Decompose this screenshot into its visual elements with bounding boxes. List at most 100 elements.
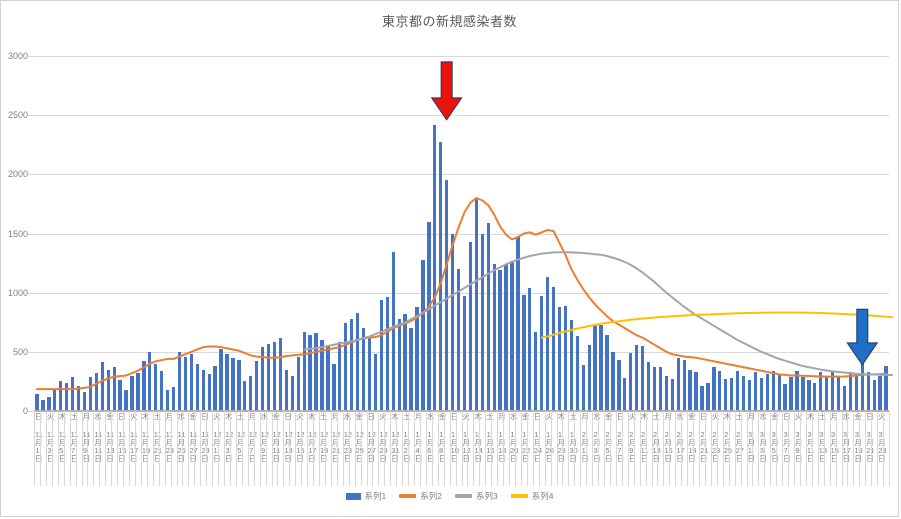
bar[interactable] [504,264,508,411]
bar[interactable] [177,351,182,411]
bar[interactable] [688,369,692,411]
bar[interactable] [522,295,526,411]
bar[interactable] [255,361,259,411]
bar[interactable] [195,363,199,411]
bar[interactable] [290,375,294,411]
bar[interactable] [474,198,478,411]
bar[interactable] [813,382,817,411]
bar[interactable] [367,337,372,411]
bar[interactable] [41,400,45,411]
bar[interactable] [617,360,621,411]
bar[interactable] [53,388,57,411]
bar[interactable] [82,392,87,411]
bar[interactable] [860,361,864,411]
bar[interactable] [836,375,841,411]
bar[interactable] [741,375,746,411]
bar[interactable] [403,313,407,411]
bar[interactable] [88,376,93,411]
bar[interactable] [296,356,300,411]
bar[interactable] [551,286,556,411]
bar[interactable] [231,357,235,411]
bar[interactable] [872,380,876,411]
bar[interactable] [670,379,674,411]
bar[interactable] [510,260,514,411]
bar[interactable] [154,363,158,411]
bar[interactable] [545,277,550,411]
bar[interactable] [118,380,122,411]
bar[interactable] [569,319,573,411]
bar[interactable] [724,379,728,411]
bar[interactable] [581,364,585,411]
bar[interactable] [385,297,389,411]
bar[interactable] [124,389,128,411]
bar[interactable] [795,370,799,411]
bar[interactable] [735,370,740,411]
bar[interactable] [355,312,360,411]
bar[interactable] [65,382,69,411]
bar[interactable] [528,287,532,411]
bar[interactable] [397,318,401,411]
bar[interactable] [415,306,419,411]
bar[interactable] [682,360,686,411]
bar[interactable] [100,362,104,411]
bar[interactable] [575,336,579,411]
bar[interactable] [213,366,217,411]
bar[interactable] [344,323,348,411]
bar[interactable] [308,335,312,411]
bar[interactable] [260,347,265,411]
bar[interactable] [842,386,847,411]
bar[interactable] [302,331,306,411]
bar[interactable] [361,328,366,411]
bar[interactable] [409,328,413,411]
bar[interactable] [130,375,134,411]
bar[interactable] [59,381,63,411]
bar[interactable] [326,345,330,411]
bar[interactable] [189,354,193,411]
bar[interactable] [433,124,437,411]
bar[interactable] [94,373,98,411]
bar[interactable] [635,344,639,411]
bar[interactable] [427,221,431,411]
bar[interactable] [819,371,823,411]
bar[interactable] [771,370,775,411]
bar[interactable] [498,270,502,411]
bar[interactable] [70,376,75,411]
bar[interactable] [825,376,829,411]
bar[interactable] [379,299,383,411]
legend-item-系列4[interactable]: 系列4 [510,490,553,502]
legend-item-系列3[interactable]: 系列3 [455,490,498,502]
bar[interactable] [338,342,342,411]
bar[interactable] [563,305,568,411]
bar[interactable] [640,345,645,411]
legend-item-系列1[interactable]: 系列1 [345,490,386,502]
bar[interactable] [219,349,223,411]
bar[interactable] [700,386,704,411]
bar[interactable] [623,377,627,411]
bar[interactable] [142,361,146,411]
bar[interactable] [830,370,835,411]
bar[interactable] [456,269,461,411]
bar[interactable] [777,374,781,411]
bar[interactable] [207,374,211,411]
bar[interactable] [712,367,716,411]
bar[interactable] [534,331,538,411]
bar[interactable] [136,373,140,411]
bar[interactable] [789,376,793,411]
bar[interactable] [486,222,490,411]
bar[interactable] [747,380,752,411]
bar[interactable] [332,363,336,411]
bar[interactable] [658,367,663,411]
bar[interactable] [718,370,722,411]
bar[interactable] [314,332,318,411]
bar[interactable] [753,371,758,411]
bar[interactable] [540,296,544,411]
bar[interactable] [350,318,354,411]
bar[interactable] [439,142,443,411]
bar[interactable] [652,367,657,411]
legend-item-系列2[interactable]: 系列2 [399,490,442,502]
bar[interactable] [272,342,277,411]
bar[interactable] [848,371,853,411]
bar[interactable] [284,369,288,411]
bar[interactable] [391,252,395,411]
bar[interactable] [783,383,787,411]
